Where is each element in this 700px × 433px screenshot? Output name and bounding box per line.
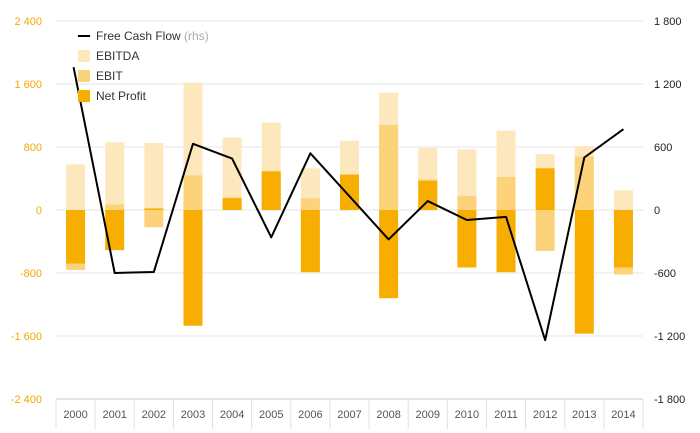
x-tick-label: 2009 xyxy=(416,409,440,421)
bar-net-profit xyxy=(574,210,594,334)
x-tick-label: 2011 xyxy=(494,409,518,421)
bar-ebit xyxy=(300,198,320,210)
x-tick-label: 2004 xyxy=(220,409,244,421)
bar-ebit xyxy=(574,156,594,210)
bar-ebit xyxy=(379,124,399,210)
x-tick-label: 2014 xyxy=(611,409,635,421)
bar-net-profit xyxy=(183,210,203,326)
legend-label: EBITDA xyxy=(96,49,139,63)
x-tick-label: 2012 xyxy=(533,409,557,421)
legend: Free Cash Flow (rhs) EBITDA EBIT Net Profit xyxy=(78,29,209,103)
y-left-tick-label: 0 xyxy=(36,205,42,217)
legend-label: Net Profit xyxy=(96,89,147,103)
y-left-tick-label: -2 400 xyxy=(11,394,42,406)
legend-label: EBIT xyxy=(96,69,123,83)
bar-net-profit xyxy=(261,171,281,210)
bar-ebitda xyxy=(613,190,633,210)
bar-net-profit xyxy=(418,180,438,210)
bar-ebitda xyxy=(66,164,86,210)
x-tick-label: 2007 xyxy=(337,409,361,421)
bar-net-profit xyxy=(535,168,555,210)
y-left-tick-label: 2 400 xyxy=(14,16,42,28)
bar-ebit xyxy=(496,176,516,210)
x-tick-label: 2010 xyxy=(455,409,479,421)
y-right-tick-label: 0 xyxy=(654,205,660,217)
bar-ebit xyxy=(144,210,164,228)
y-right-tick-label: 1 800 xyxy=(654,16,682,28)
bar-ebit xyxy=(183,175,203,210)
y-right-tick-label: 600 xyxy=(654,142,672,154)
legend-label: Free Cash Flow (rhs) xyxy=(96,29,209,43)
y-right-tick-label: -1 800 xyxy=(654,394,685,406)
bar-net-profit xyxy=(105,210,125,251)
bars xyxy=(66,82,633,334)
bar-ebitda xyxy=(144,143,164,210)
y-left-tick-label: 800 xyxy=(24,142,42,154)
bar-ebitda xyxy=(222,137,242,210)
x-tick-label: 2001 xyxy=(102,409,126,421)
y-left-tick-label: 1 600 xyxy=(14,79,42,91)
bar-ebit xyxy=(105,204,125,210)
bar-net-profit xyxy=(144,208,164,210)
y-left-tick-label: -800 xyxy=(20,268,42,280)
x-tick-label: 2003 xyxy=(181,409,205,421)
bar-ebit xyxy=(535,210,555,251)
line-series xyxy=(72,67,625,342)
y-right-tick-label: -1 200 xyxy=(654,331,685,343)
legend-marker-square xyxy=(78,90,90,102)
x-tick-label: 2006 xyxy=(298,409,322,421)
y-right-tick-label: 1 200 xyxy=(654,79,682,91)
bar-ebit xyxy=(457,195,477,210)
x-tick-label: 2008 xyxy=(376,409,400,421)
legend-label-suffix: (rhs) xyxy=(181,29,209,43)
legend-marker-square xyxy=(78,70,90,82)
bar-net-profit xyxy=(66,210,86,264)
bar-net-profit xyxy=(300,210,320,273)
bar-net-profit xyxy=(379,210,399,299)
bar-ebitda xyxy=(105,142,125,210)
x-tick-label: 2002 xyxy=(142,409,166,421)
bar-net-profit xyxy=(613,210,633,268)
bar-net-profit xyxy=(496,210,516,273)
x-tick-label: 2013 xyxy=(572,409,596,421)
y-left-tick-label: -1 600 xyxy=(11,331,42,343)
x-tick-label: 2000 xyxy=(63,409,87,421)
line-free-cash-flow xyxy=(72,67,625,342)
bar-net-profit xyxy=(457,210,477,268)
x-tick-label: 2005 xyxy=(259,409,283,421)
legend-marker-square xyxy=(78,50,90,62)
bar-net-profit xyxy=(222,198,242,210)
axes: 2000 2001 2002 2003 2004 2005 2006 2007 2008 2009… xyxy=(11,16,685,429)
bar-ebitda xyxy=(457,149,477,210)
y-right-tick-label: -600 xyxy=(654,268,676,280)
